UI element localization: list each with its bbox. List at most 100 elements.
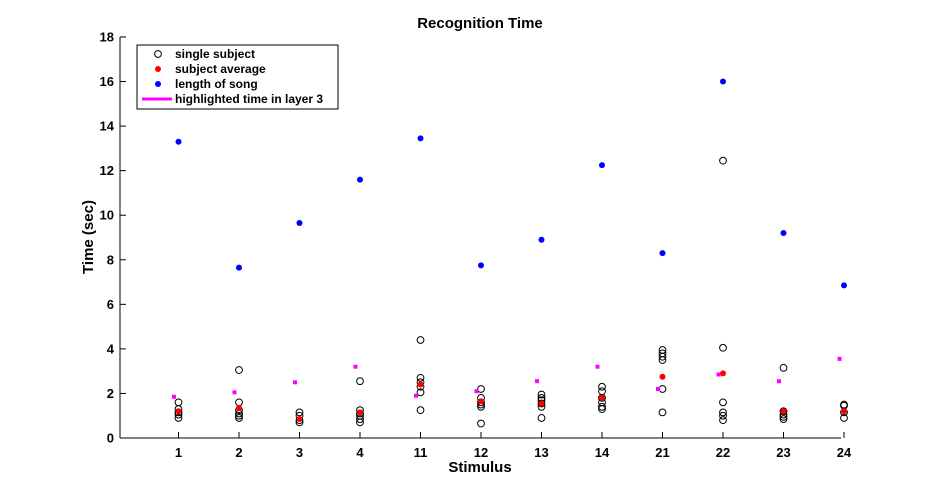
- single-subject-point: [416, 406, 425, 415]
- x-tick-label: 24: [837, 445, 852, 460]
- single-subject-point: [537, 414, 546, 422]
- legend-label: length of song: [175, 77, 258, 91]
- length-of-song-point: [720, 78, 726, 85]
- subject-average-point: [175, 408, 182, 415]
- length-of-song-point: [357, 176, 363, 183]
- subject-average-point: [599, 394, 605, 401]
- x-tick-label: 22: [716, 445, 730, 460]
- length-of-song-point: [841, 282, 847, 289]
- highlighted-time-point: [777, 379, 781, 384]
- legend-subject-average-marker: [155, 66, 161, 72]
- x-tick-label: 21: [655, 445, 669, 460]
- highlighted-time-point: [474, 389, 479, 394]
- single-subject-point: [416, 373, 425, 382]
- y-axis-label: Time (sec): [80, 200, 97, 274]
- legend-single-subject-marker: [154, 50, 162, 58]
- highlighted-time-point: [232, 390, 237, 395]
- single-subject-point: [356, 377, 364, 386]
- subject-average-point: [659, 373, 666, 380]
- y-tick-label: 12: [100, 163, 114, 178]
- single-subject-point: [235, 414, 243, 422]
- single-subject-point: [416, 388, 425, 397]
- y-tick-label: 14: [100, 119, 115, 134]
- highlighted-time-point: [293, 380, 297, 385]
- legend-label: subject average: [175, 62, 266, 76]
- highlighted-time-point: [716, 372, 721, 377]
- single-subject-point: [779, 407, 788, 416]
- length-of-song-point: [417, 135, 424, 142]
- single-subject-point: [598, 402, 606, 411]
- x-tick-label: 2: [235, 445, 242, 460]
- highlighted-time-point: [656, 386, 660, 391]
- single-subject-point: [658, 346, 667, 354]
- single-subject-point: [658, 349, 667, 358]
- chart-title: Recognition Time: [417, 15, 543, 32]
- single-subject-point: [779, 415, 788, 423]
- x-tick-label: 23: [776, 445, 790, 460]
- single-subject-point: [719, 156, 727, 165]
- single-subject-point: [295, 408, 304, 417]
- single-subject-point: [477, 419, 485, 428]
- y-tick-label: 10: [100, 208, 114, 223]
- highlighted-time-point: [353, 364, 358, 369]
- legend-label: highlighted time in layer 3: [175, 92, 323, 106]
- single-subject-point: [658, 408, 667, 417]
- subject-average-point: [236, 404, 242, 411]
- legend-label: single subject: [175, 47, 255, 61]
- length-of-song-point: [599, 162, 605, 169]
- subject-average-point: [357, 409, 363, 416]
- y-tick-label: 2: [107, 386, 114, 401]
- highlighted-time-point: [172, 394, 176, 399]
- length-of-song-point: [538, 236, 545, 243]
- highlighted-time-point: [837, 356, 842, 361]
- y-tick-label: 6: [107, 297, 114, 312]
- length-of-song-point: [478, 262, 484, 269]
- subject-average-point: [720, 370, 726, 377]
- single-subject-point: [477, 385, 485, 393]
- subject-average-point: [538, 400, 545, 407]
- x-tick-label: 12: [474, 445, 488, 460]
- x-tick-label: 4: [356, 445, 364, 460]
- subject-average-point: [478, 398, 484, 405]
- single-subject-point: [719, 398, 727, 407]
- single-subject-point: [719, 411, 727, 420]
- length-of-song-point: [296, 220, 303, 227]
- single-subject-point: [719, 408, 727, 417]
- single-subject-point: [235, 366, 243, 374]
- x-tick-label: 1: [175, 445, 182, 460]
- x-axis-label: Stimulus: [448, 459, 511, 476]
- subject-average-point: [296, 416, 303, 423]
- single-subject-point: [719, 416, 727, 425]
- subject-average-point: [841, 408, 847, 415]
- highlighted-time-point: [595, 364, 600, 369]
- x-tick-label: 14: [595, 445, 610, 460]
- single-subject-point: [598, 382, 606, 391]
- x-tick-label: 11: [414, 445, 428, 460]
- subject-average-point: [780, 408, 787, 415]
- subject-average-point: [417, 381, 424, 388]
- single-subject-point: [416, 336, 425, 344]
- y-tick-label: 0: [107, 431, 114, 446]
- single-subject-point: [537, 399, 546, 408]
- x-tick-label: 13: [534, 445, 548, 460]
- single-subject-point: [779, 363, 788, 372]
- length-of-song-point: [659, 250, 666, 257]
- single-subject-point: [174, 414, 183, 422]
- single-subject-point: [719, 343, 727, 352]
- legend-length-of-song-marker: [155, 81, 161, 87]
- highlighted-time-point: [535, 379, 539, 384]
- length-of-song-point: [175, 138, 182, 145]
- single-subject-point: [598, 387, 606, 396]
- single-subject-point: [537, 390, 546, 399]
- single-subject-point: [174, 398, 183, 407]
- length-of-song-point: [780, 230, 787, 237]
- y-tick-label: 16: [100, 74, 114, 89]
- single-subject-point: [356, 415, 364, 423]
- single-subject-point: [840, 414, 848, 422]
- y-tick-label: 8: [107, 252, 114, 267]
- single-subject-point: [840, 400, 848, 409]
